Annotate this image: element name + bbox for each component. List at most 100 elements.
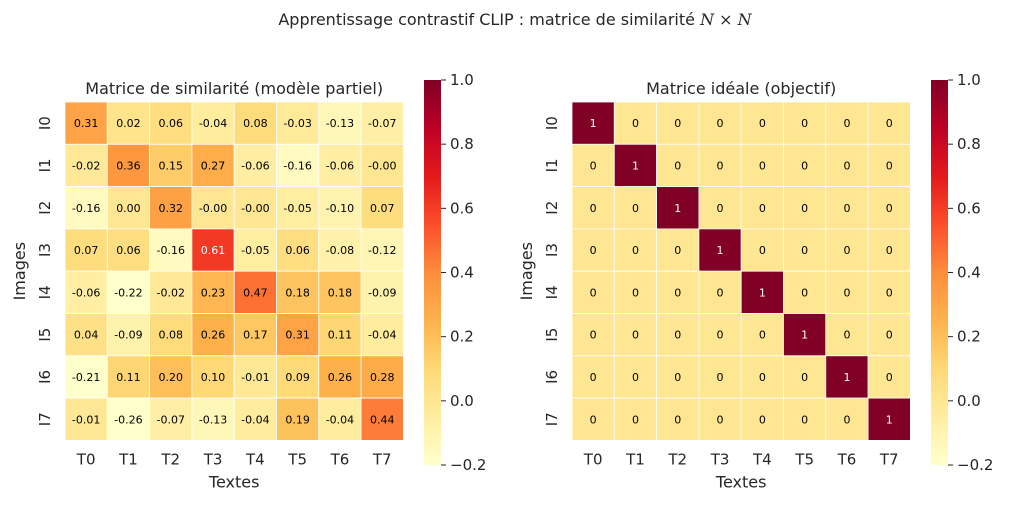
heatmap-cell	[233, 228, 277, 272]
cell-label: 0	[590, 244, 597, 257]
colorbar-tick-label: 0.8	[450, 135, 474, 153]
heatmap-cell	[740, 355, 784, 399]
cell-label: -0.04	[199, 117, 227, 130]
cell-label: -0.03	[283, 117, 311, 130]
colorbar-tick-label: 0.2	[957, 328, 981, 346]
heatmap-cell	[783, 101, 827, 145]
colorbar-tick-label: 0.6	[957, 199, 981, 217]
heatmap-cell	[276, 143, 320, 188]
cell-label: 0	[674, 117, 681, 130]
cell-label: 0	[759, 413, 766, 426]
cell-label: 0	[590, 371, 597, 384]
x-tick-label: T7	[372, 450, 392, 468]
x-tick-label: T1	[118, 450, 138, 468]
heatmap-cell	[740, 397, 784, 441]
cell-label: 0.27	[201, 159, 226, 172]
cell-label: -0.16	[157, 244, 185, 257]
panel-title: Matrice idéale (objectif)	[646, 79, 836, 98]
heatmap-cell	[106, 228, 151, 272]
heatmap-cell	[867, 355, 911, 399]
heatmap-cell	[867, 313, 911, 357]
cell-label: 0	[843, 159, 850, 172]
heatmap-cell	[360, 186, 404, 230]
cell-label: 0	[717, 159, 724, 172]
cell-label: 0	[632, 286, 639, 299]
heatmap-cell	[656, 397, 700, 441]
cell-label: 0	[674, 159, 681, 172]
cell-label: 0	[632, 244, 639, 257]
cell-label: -0.00	[199, 202, 227, 215]
cell-label: 0.10	[201, 371, 226, 384]
cell-label: 0.31	[285, 329, 310, 342]
colorbar-tick-label: 0.2	[450, 328, 474, 346]
y-tick-label: I2	[36, 201, 54, 215]
cell-label: 0.09	[285, 371, 310, 384]
cell-label: -0.04	[326, 413, 354, 426]
heatmap-panel-1: Matrice idéale (objectif) 1 0 0 0 0 0 0 0 0 1 0 0 0 0 0…	[517, 71, 993, 491]
cell-label: 0	[801, 159, 808, 172]
heatmap-cell	[613, 143, 657, 188]
heatmap-cell	[106, 313, 151, 357]
heatmap-cell	[867, 228, 911, 272]
cell-label: 0	[886, 329, 893, 342]
cell-label: 0.23	[201, 286, 226, 299]
cell-label: -0.09	[368, 286, 396, 299]
cell-label: 0	[590, 329, 597, 342]
cell-label: -0.00	[368, 159, 396, 172]
cell-label: -0.01	[72, 413, 100, 426]
cell-label: -0.06	[326, 159, 354, 172]
cell-label: 0	[717, 286, 724, 299]
cell-label: 0.26	[201, 329, 226, 342]
cell-label: -0.13	[199, 413, 227, 426]
cell-label: 0	[843, 329, 850, 342]
heatmap-cell	[825, 228, 869, 272]
cell-label: 0	[674, 329, 681, 342]
cell-label: 0	[801, 286, 808, 299]
panel-title: Matrice de similarité (modèle partiel)	[85, 79, 383, 98]
x-tick-label: T6	[837, 450, 857, 468]
cell-label: -0.04	[368, 329, 396, 342]
cell-label: 0.17	[243, 329, 268, 342]
cell-label: 0.02	[116, 117, 141, 130]
heatmap-cell	[191, 186, 235, 230]
cell-label: 0	[717, 371, 724, 384]
heatmap-panel-0: Matrice de similarité (modèle partiel) 0.…	[10, 71, 486, 491]
cell-label: 0	[590, 286, 597, 299]
cell-label: 0	[801, 413, 808, 426]
figure-suptitle: Apprentissage contrastif CLIP : matrice …	[0, 10, 1014, 29]
y-tick-label: I1	[36, 158, 54, 172]
cell-label: 0	[590, 159, 597, 172]
cell-label: -0.07	[157, 413, 185, 426]
cell-label: -0.06	[72, 286, 100, 299]
cell-label: 0	[632, 117, 639, 130]
cell-label: 0.18	[328, 286, 353, 299]
heatmap-cell	[318, 270, 362, 314]
heatmap-cell	[613, 397, 657, 441]
suptitle-text: Apprentissage contrastif CLIP : matrice …	[278, 10, 701, 29]
heatmap-cell	[613, 313, 657, 357]
heatmap-cell	[318, 313, 362, 357]
cell-label: 1	[759, 286, 766, 299]
heatmap-cell	[149, 397, 193, 441]
cell-label: 0	[759, 244, 766, 257]
heatmap-cell	[698, 228, 742, 272]
y-tick-label: I5	[36, 328, 54, 342]
cell-label: -0.00	[241, 202, 269, 215]
heatmap-cell	[149, 101, 193, 145]
cell-label: 0.11	[116, 371, 141, 384]
cell-label: 0	[632, 371, 639, 384]
heatmap-cell	[740, 313, 784, 357]
cell-label: 0	[674, 286, 681, 299]
heatmap-cell	[233, 101, 277, 145]
cell-label: -0.22	[114, 286, 142, 299]
cell-label: 1	[843, 371, 850, 384]
x-tick-label: T2	[667, 450, 687, 468]
colorbar-tick-label: −0.2	[450, 456, 486, 474]
heatmap-cell	[191, 143, 235, 188]
cell-label: -0.09	[114, 329, 142, 342]
cell-label: 0	[717, 202, 724, 215]
colorbar-tick-label: 0.4	[450, 264, 474, 282]
cell-label: 0.00	[116, 202, 141, 215]
cell-label: 0	[759, 202, 766, 215]
cell-label: 0	[886, 286, 893, 299]
